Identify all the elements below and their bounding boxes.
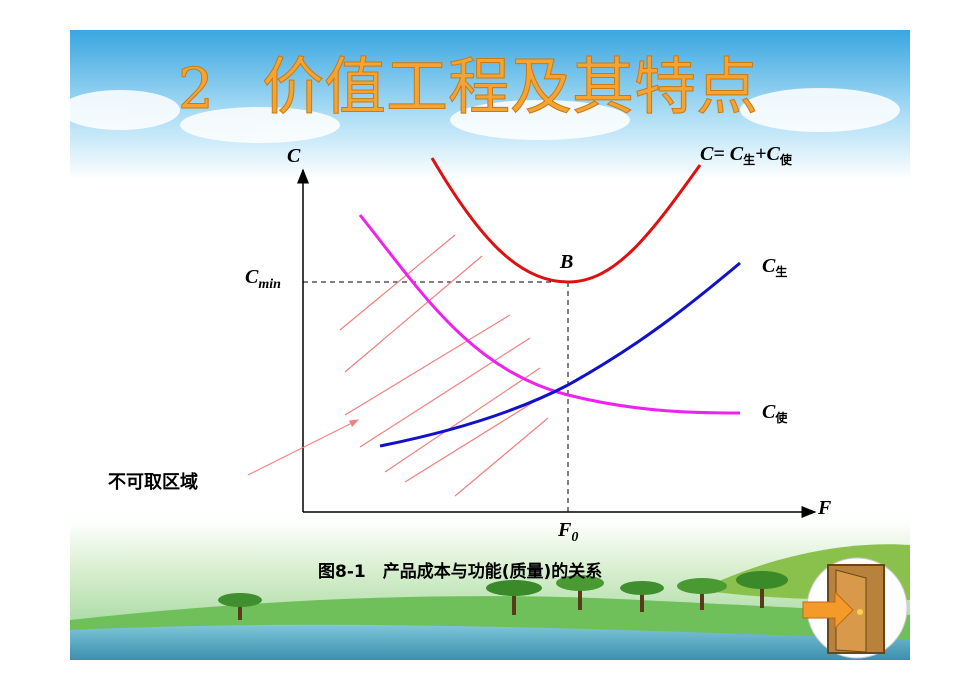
water xyxy=(70,624,910,660)
region-label: 不可取区域 xyxy=(108,471,198,493)
optimal-function-label: F0 xyxy=(557,519,578,545)
title-text: 价值工程及其特点 xyxy=(262,50,758,123)
label-subscript: 生 xyxy=(743,152,755,167)
label-subscript: 生 xyxy=(775,264,787,279)
label-part: C= C xyxy=(700,143,744,165)
total-cost-curve xyxy=(430,157,702,284)
y-axis-label: C xyxy=(287,145,301,167)
label-part: C xyxy=(762,401,776,423)
exit-door-button[interactable] xyxy=(802,557,908,659)
label-part: C xyxy=(245,266,259,288)
clouds xyxy=(60,88,900,143)
infeasible-region-hatching xyxy=(339,234,549,497)
region-pointer xyxy=(247,419,360,476)
min-point-label: B xyxy=(559,251,573,273)
label-subscript: 使 xyxy=(779,152,793,167)
label-subscript: min xyxy=(258,277,281,292)
production-cost-curve xyxy=(379,261,741,448)
usage-cost-curve xyxy=(358,214,741,415)
label-part: +C xyxy=(755,143,780,165)
usage-cost-label: C使 xyxy=(762,401,788,425)
trees xyxy=(218,571,788,620)
title-number: 2 xyxy=(178,57,214,122)
total-cost-label: C= C生+C使 xyxy=(700,143,793,167)
label-part: F xyxy=(557,519,572,541)
min-cost-label: Cmin xyxy=(245,266,281,292)
production-cost-label: C生 xyxy=(762,255,787,279)
caption: 图8-1 产品成本与功能(质量)的关系 xyxy=(318,561,602,582)
x-axis-label: F xyxy=(817,497,832,519)
label-part: C xyxy=(762,255,776,277)
label-subscript: 0 xyxy=(571,530,578,545)
label-subscript: 使 xyxy=(774,410,788,425)
